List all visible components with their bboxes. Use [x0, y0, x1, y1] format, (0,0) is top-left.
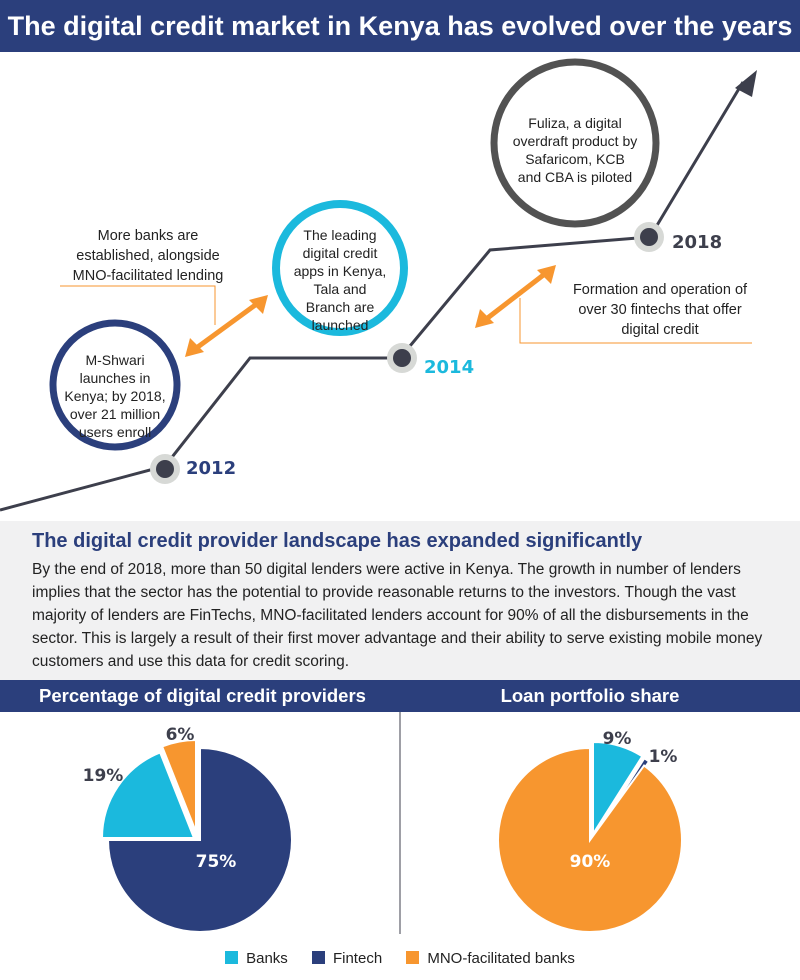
note-fintechs-formed: Formation and operation of over 30 finte… [572, 282, 748, 338]
legend-item-fintech: Fintech [311, 950, 383, 967]
note-connector-2014 [519, 298, 752, 344]
marker-2014 [387, 343, 417, 373]
double-arrow-left [185, 295, 268, 357]
pie-slice-mno-facilitated-banks [497, 746, 683, 933]
legend-item-mno: MNO-facilitated banks [406, 950, 575, 967]
marker-2018 [634, 222, 664, 252]
pie-label-fintech: 75% [196, 852, 237, 872]
pie-label-mno-facilitated-banks: 6% [166, 725, 195, 745]
year-2018: 2018 [672, 232, 723, 253]
landscape-heading: The digital credit provider landscape ha… [32, 530, 643, 552]
double-arrow-right [475, 265, 556, 328]
pie-label-mno-facilitated-banks: 90% [570, 852, 611, 872]
title-bar: The digital credit market in Kenya has e… [0, 0, 800, 52]
pie-label-banks: 19% [83, 766, 124, 786]
year-2012: 2012 [186, 458, 237, 479]
note-banks-established: More banks are established, alongside MN… [72, 228, 224, 284]
landscape-panel: The digital credit provider landscape ha… [0, 521, 800, 680]
pie-slice-banks [100, 751, 196, 839]
landscape-body: By the end of 2018, more than 50 digital… [32, 561, 763, 670]
legend-swatch-fintech [311, 951, 325, 964]
circle-2012 [49, 319, 181, 451]
legend: Banks Fintech MNO-facilitated banks [0, 950, 800, 967]
legend-label-mno: MNO-facilitated banks [427, 950, 575, 967]
year-2014: 2014 [424, 357, 475, 378]
legend-swatch-mno [406, 951, 420, 964]
page-title: The digital credit market in Kenya has e… [7, 11, 793, 41]
pie-title-portfolio: Loan portfolio share [500, 685, 680, 706]
legend-swatch-banks [225, 951, 239, 964]
circle-2018 [490, 58, 660, 228]
marker-2012 [150, 454, 180, 484]
milestone-2018-text: Fuliza, a digital overdraft product by S… [512, 115, 638, 185]
pie-slice-mno-facilitated-banks [160, 738, 197, 833]
pie-label-fintech: 1% [649, 747, 678, 767]
growth-arrowhead [735, 70, 757, 97]
legend-item-banks: Banks [225, 950, 288, 967]
milestone-2014-text: The leading digital credit apps in Kenya… [293, 227, 387, 333]
pie-slice-banks [592, 740, 644, 838]
timeline-graphic [0, 58, 757, 512]
legend-label-fintech: Fintech [332, 950, 383, 967]
pie-charts: 75% 19% 6% 9% 1% 90% [83, 712, 683, 934]
pie-chart-portfolio: 9% 1% 90% [497, 729, 683, 933]
note-connector-2012 [60, 285, 216, 325]
legend-label-banks: Banks [246, 950, 288, 967]
chart-titles-bar: Percentage of digital credit providers L… [0, 680, 800, 712]
pie-chart-providers: 75% 19% 6% [83, 725, 293, 933]
pie-title-providers: Percentage of digital credit providers [39, 685, 366, 706]
pie-slice-fintech [106, 746, 293, 933]
milestone-2012-text: M-Shwari launches in Kenya; by 2018, ove… [64, 352, 166, 440]
circle-2014 [272, 200, 408, 336]
pie-label-banks: 9% [603, 729, 632, 749]
